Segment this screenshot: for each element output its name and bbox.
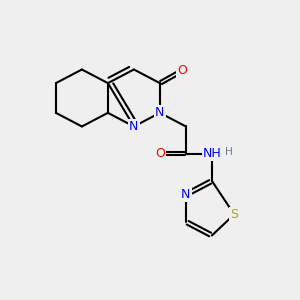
Text: O: O — [155, 147, 165, 160]
Text: N: N — [129, 120, 139, 133]
Text: N: N — [155, 106, 165, 119]
Text: NH: NH — [202, 147, 221, 160]
Text: O: O — [177, 64, 187, 77]
Text: N: N — [181, 188, 190, 201]
Text: H: H — [225, 148, 233, 158]
Text: S: S — [230, 208, 238, 221]
